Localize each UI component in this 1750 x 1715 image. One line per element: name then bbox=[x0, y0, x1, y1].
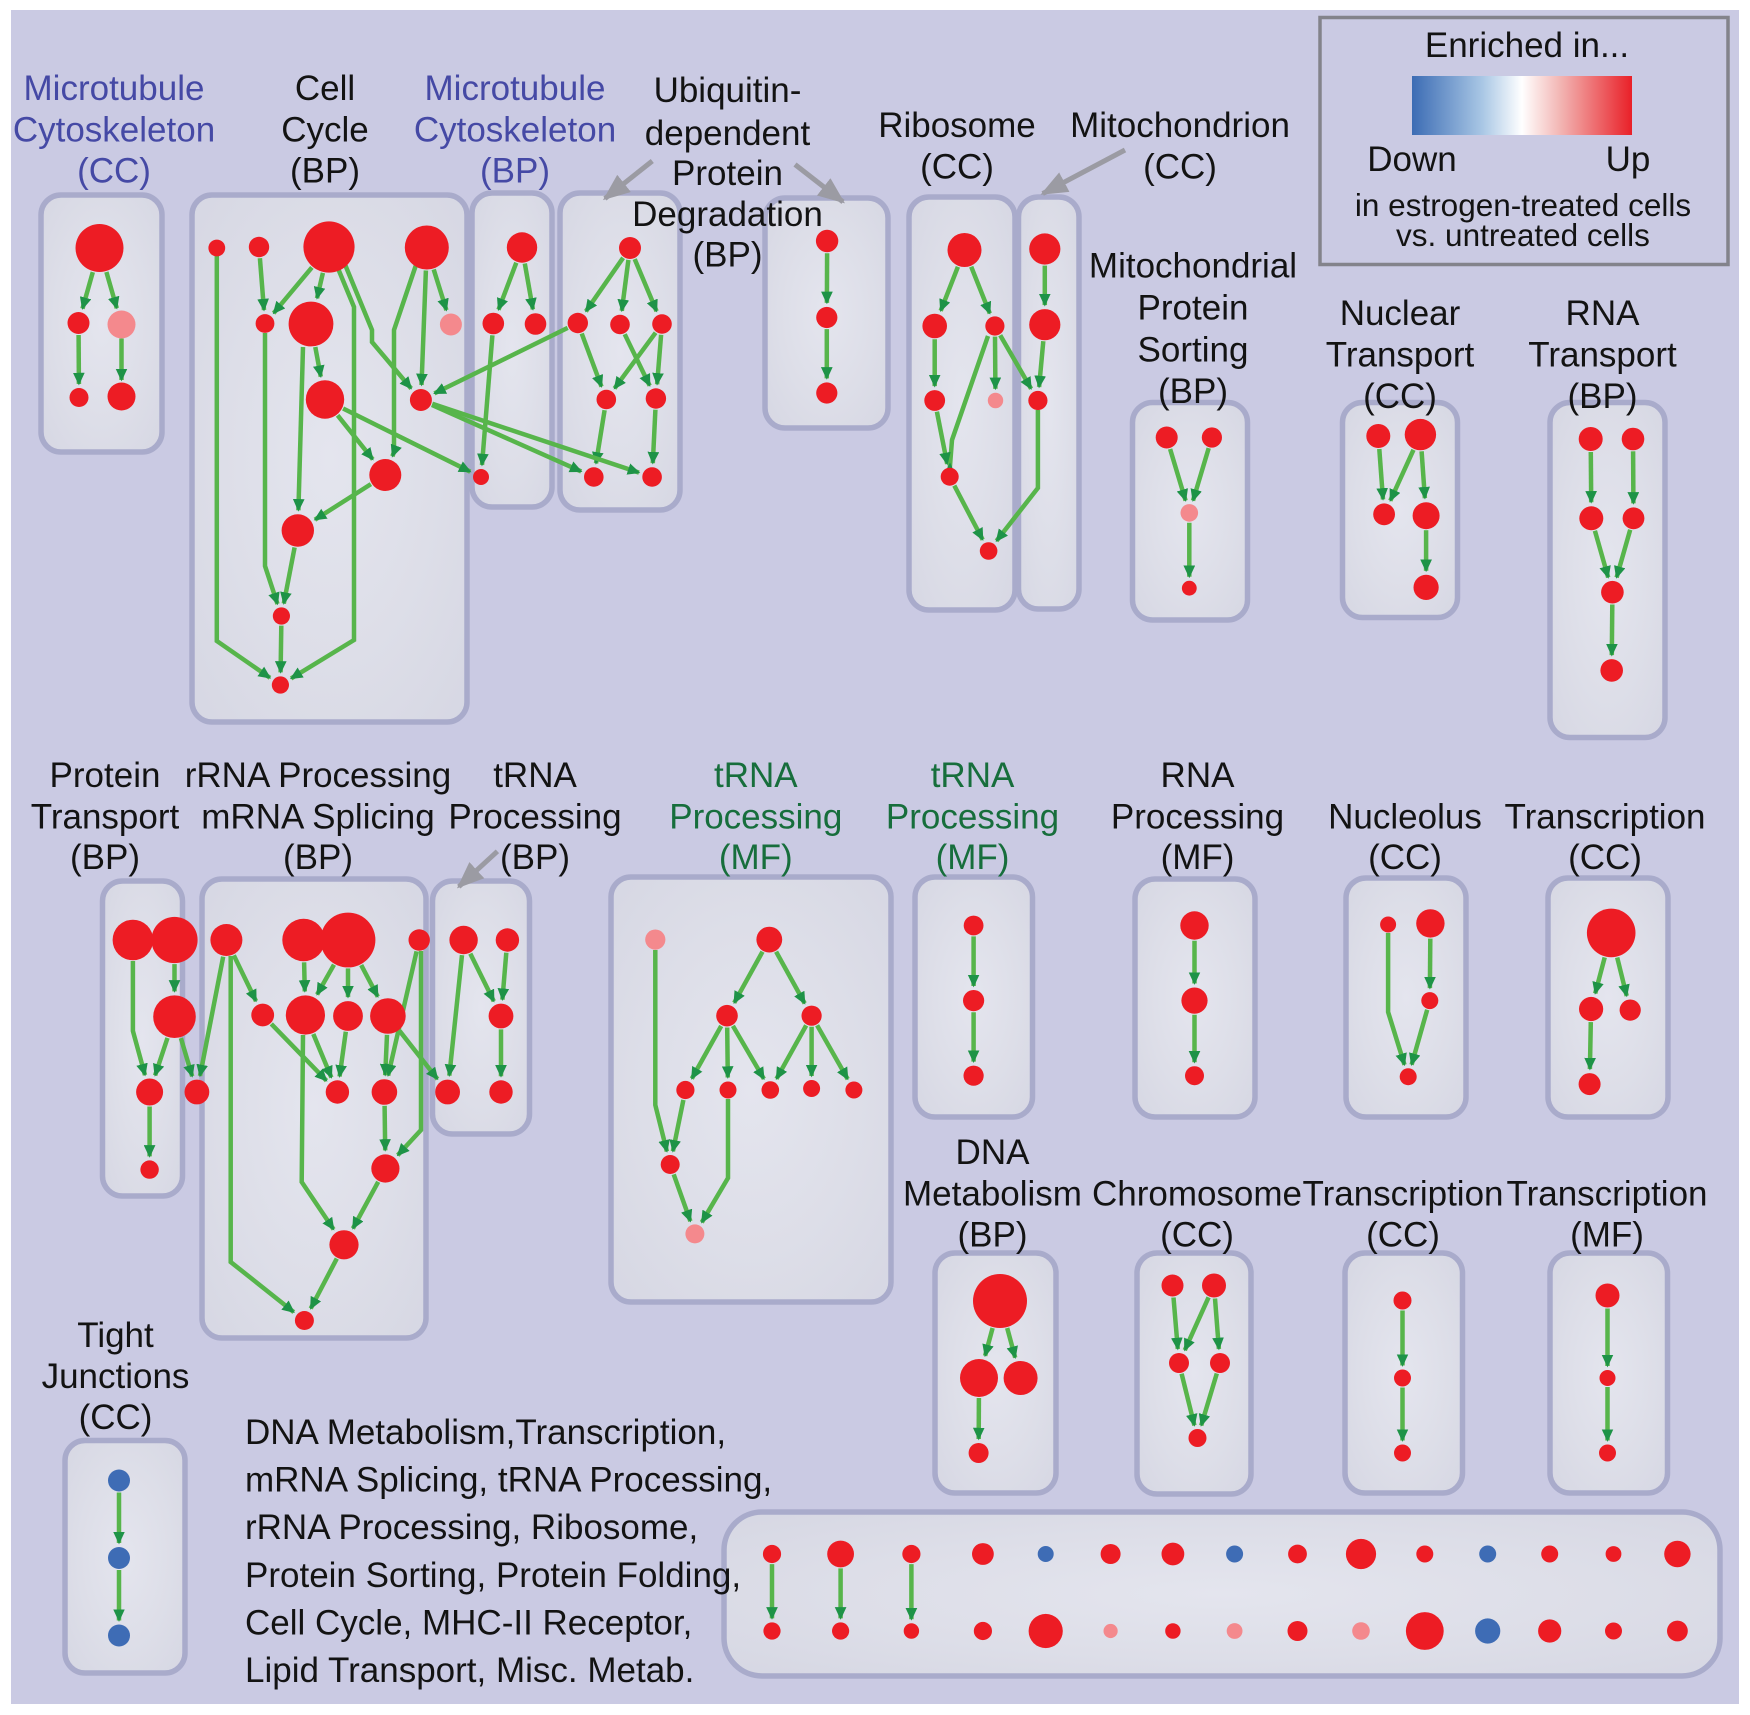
svg-text:Tight: Tight bbox=[77, 1316, 154, 1355]
svg-text:tRNA: tRNA bbox=[931, 756, 1015, 795]
svg-text:(BP): (BP) bbox=[480, 152, 550, 191]
svg-text:Nucleolus: Nucleolus bbox=[1328, 798, 1482, 837]
svg-text:rRNA Processing: rRNA Processing bbox=[185, 756, 451, 795]
svg-text:(BP): (BP) bbox=[500, 838, 570, 877]
svg-text:(BP): (BP) bbox=[958, 1216, 1028, 1255]
svg-text:Processing: Processing bbox=[669, 798, 842, 837]
svg-text:Ubiquitin-: Ubiquitin- bbox=[654, 71, 802, 110]
svg-text:(BP): (BP) bbox=[70, 838, 140, 877]
svg-text:Protein: Protein bbox=[672, 154, 783, 193]
svg-text:tRNA: tRNA bbox=[493, 756, 577, 795]
svg-text:(MF): (MF) bbox=[936, 838, 1010, 877]
svg-text:(CC): (CC) bbox=[79, 1398, 153, 1437]
svg-text:Transcription: Transcription bbox=[1303, 1175, 1504, 1214]
svg-text:Transport: Transport bbox=[31, 798, 180, 837]
svg-text:Ribosome: Ribosome bbox=[878, 106, 1036, 145]
svg-text:Mitochondrion: Mitochondrion bbox=[1070, 106, 1290, 145]
svg-text:in estrogen-treated cells: in estrogen-treated cells bbox=[1355, 187, 1691, 223]
svg-text:Protein Sorting, Protein Foldi: Protein Sorting, Protein Folding, bbox=[245, 1556, 741, 1595]
svg-text:(CC): (CC) bbox=[1143, 148, 1217, 187]
svg-text:Cell Cycle, MHC-II Receptor,: Cell Cycle, MHC-II Receptor, bbox=[245, 1603, 692, 1642]
svg-text:Enriched in...: Enriched in... bbox=[1425, 26, 1629, 65]
svg-text:Down: Down bbox=[1367, 140, 1456, 179]
svg-text:Metabolism: Metabolism bbox=[903, 1175, 1082, 1214]
svg-text:rRNA Processing, Ribosome,: rRNA Processing, Ribosome, bbox=[245, 1508, 698, 1547]
svg-text:(MF): (MF) bbox=[1161, 838, 1235, 877]
svg-text:Mitochondrial: Mitochondrial bbox=[1089, 247, 1297, 286]
svg-text:Cytoskeleton: Cytoskeleton bbox=[414, 111, 616, 150]
svg-text:DNA: DNA bbox=[956, 1133, 1031, 1172]
svg-text:tRNA: tRNA bbox=[714, 756, 798, 795]
svg-text:DNA Metabolism,Transcription,: DNA Metabolism,Transcription, bbox=[245, 1413, 726, 1452]
svg-text:(BP): (BP) bbox=[1158, 372, 1228, 411]
svg-text:Protein: Protein bbox=[1138, 289, 1249, 328]
svg-text:RNA: RNA bbox=[1566, 294, 1641, 333]
svg-text:Transcription: Transcription bbox=[1505, 798, 1706, 837]
svg-text:(BP): (BP) bbox=[283, 838, 353, 877]
svg-text:Chromosome: Chromosome bbox=[1092, 1175, 1302, 1214]
svg-text:Transport: Transport bbox=[1528, 336, 1677, 375]
svg-text:(CC): (CC) bbox=[77, 152, 151, 191]
svg-text:Junctions: Junctions bbox=[42, 1357, 190, 1396]
svg-text:Microtubule: Microtubule bbox=[24, 69, 205, 108]
svg-text:Cycle: Cycle bbox=[281, 111, 369, 150]
svg-text:(BP): (BP) bbox=[1568, 377, 1638, 416]
svg-text:(CC): (CC) bbox=[1160, 1216, 1234, 1255]
svg-text:Cell: Cell bbox=[295, 69, 355, 108]
svg-text:(CC): (CC) bbox=[1366, 1216, 1440, 1255]
svg-text:Cytoskeleton: Cytoskeleton bbox=[13, 111, 215, 150]
svg-text:Nuclear: Nuclear bbox=[1340, 294, 1461, 333]
svg-text:(BP): (BP) bbox=[693, 236, 763, 275]
svg-text:Processing: Processing bbox=[1111, 798, 1284, 837]
svg-text:Processing: Processing bbox=[886, 798, 1059, 837]
svg-text:(CC): (CC) bbox=[920, 148, 994, 187]
svg-text:(MF): (MF) bbox=[719, 838, 793, 877]
svg-text:(CC): (CC) bbox=[1363, 377, 1437, 416]
svg-text:Lipid Transport, Misc. Metab.: Lipid Transport, Misc. Metab. bbox=[245, 1651, 694, 1690]
svg-text:mRNA Splicing: mRNA Splicing bbox=[201, 798, 434, 837]
svg-text:mRNA Splicing, tRNA Processing: mRNA Splicing, tRNA Processing, bbox=[245, 1461, 772, 1500]
svg-text:vs. untreated cells: vs. untreated cells bbox=[1396, 217, 1650, 253]
svg-text:(CC): (CC) bbox=[1568, 838, 1642, 877]
svg-text:Microtubule: Microtubule bbox=[425, 69, 606, 108]
svg-text:Degradation: Degradation bbox=[632, 195, 823, 234]
svg-text:(BP): (BP) bbox=[290, 152, 360, 191]
svg-text:Protein: Protein bbox=[50, 756, 161, 795]
svg-text:RNA: RNA bbox=[1161, 756, 1236, 795]
svg-text:dependent: dependent bbox=[645, 114, 811, 153]
svg-text:Transport: Transport bbox=[1326, 336, 1475, 375]
svg-text:Up: Up bbox=[1606, 140, 1651, 179]
svg-text:(MF): (MF) bbox=[1570, 1216, 1644, 1255]
svg-text:Sorting: Sorting bbox=[1138, 331, 1249, 370]
svg-text:Processing: Processing bbox=[448, 798, 621, 837]
svg-text:(CC): (CC) bbox=[1368, 838, 1442, 877]
svg-text:Transcription: Transcription bbox=[1507, 1175, 1708, 1214]
